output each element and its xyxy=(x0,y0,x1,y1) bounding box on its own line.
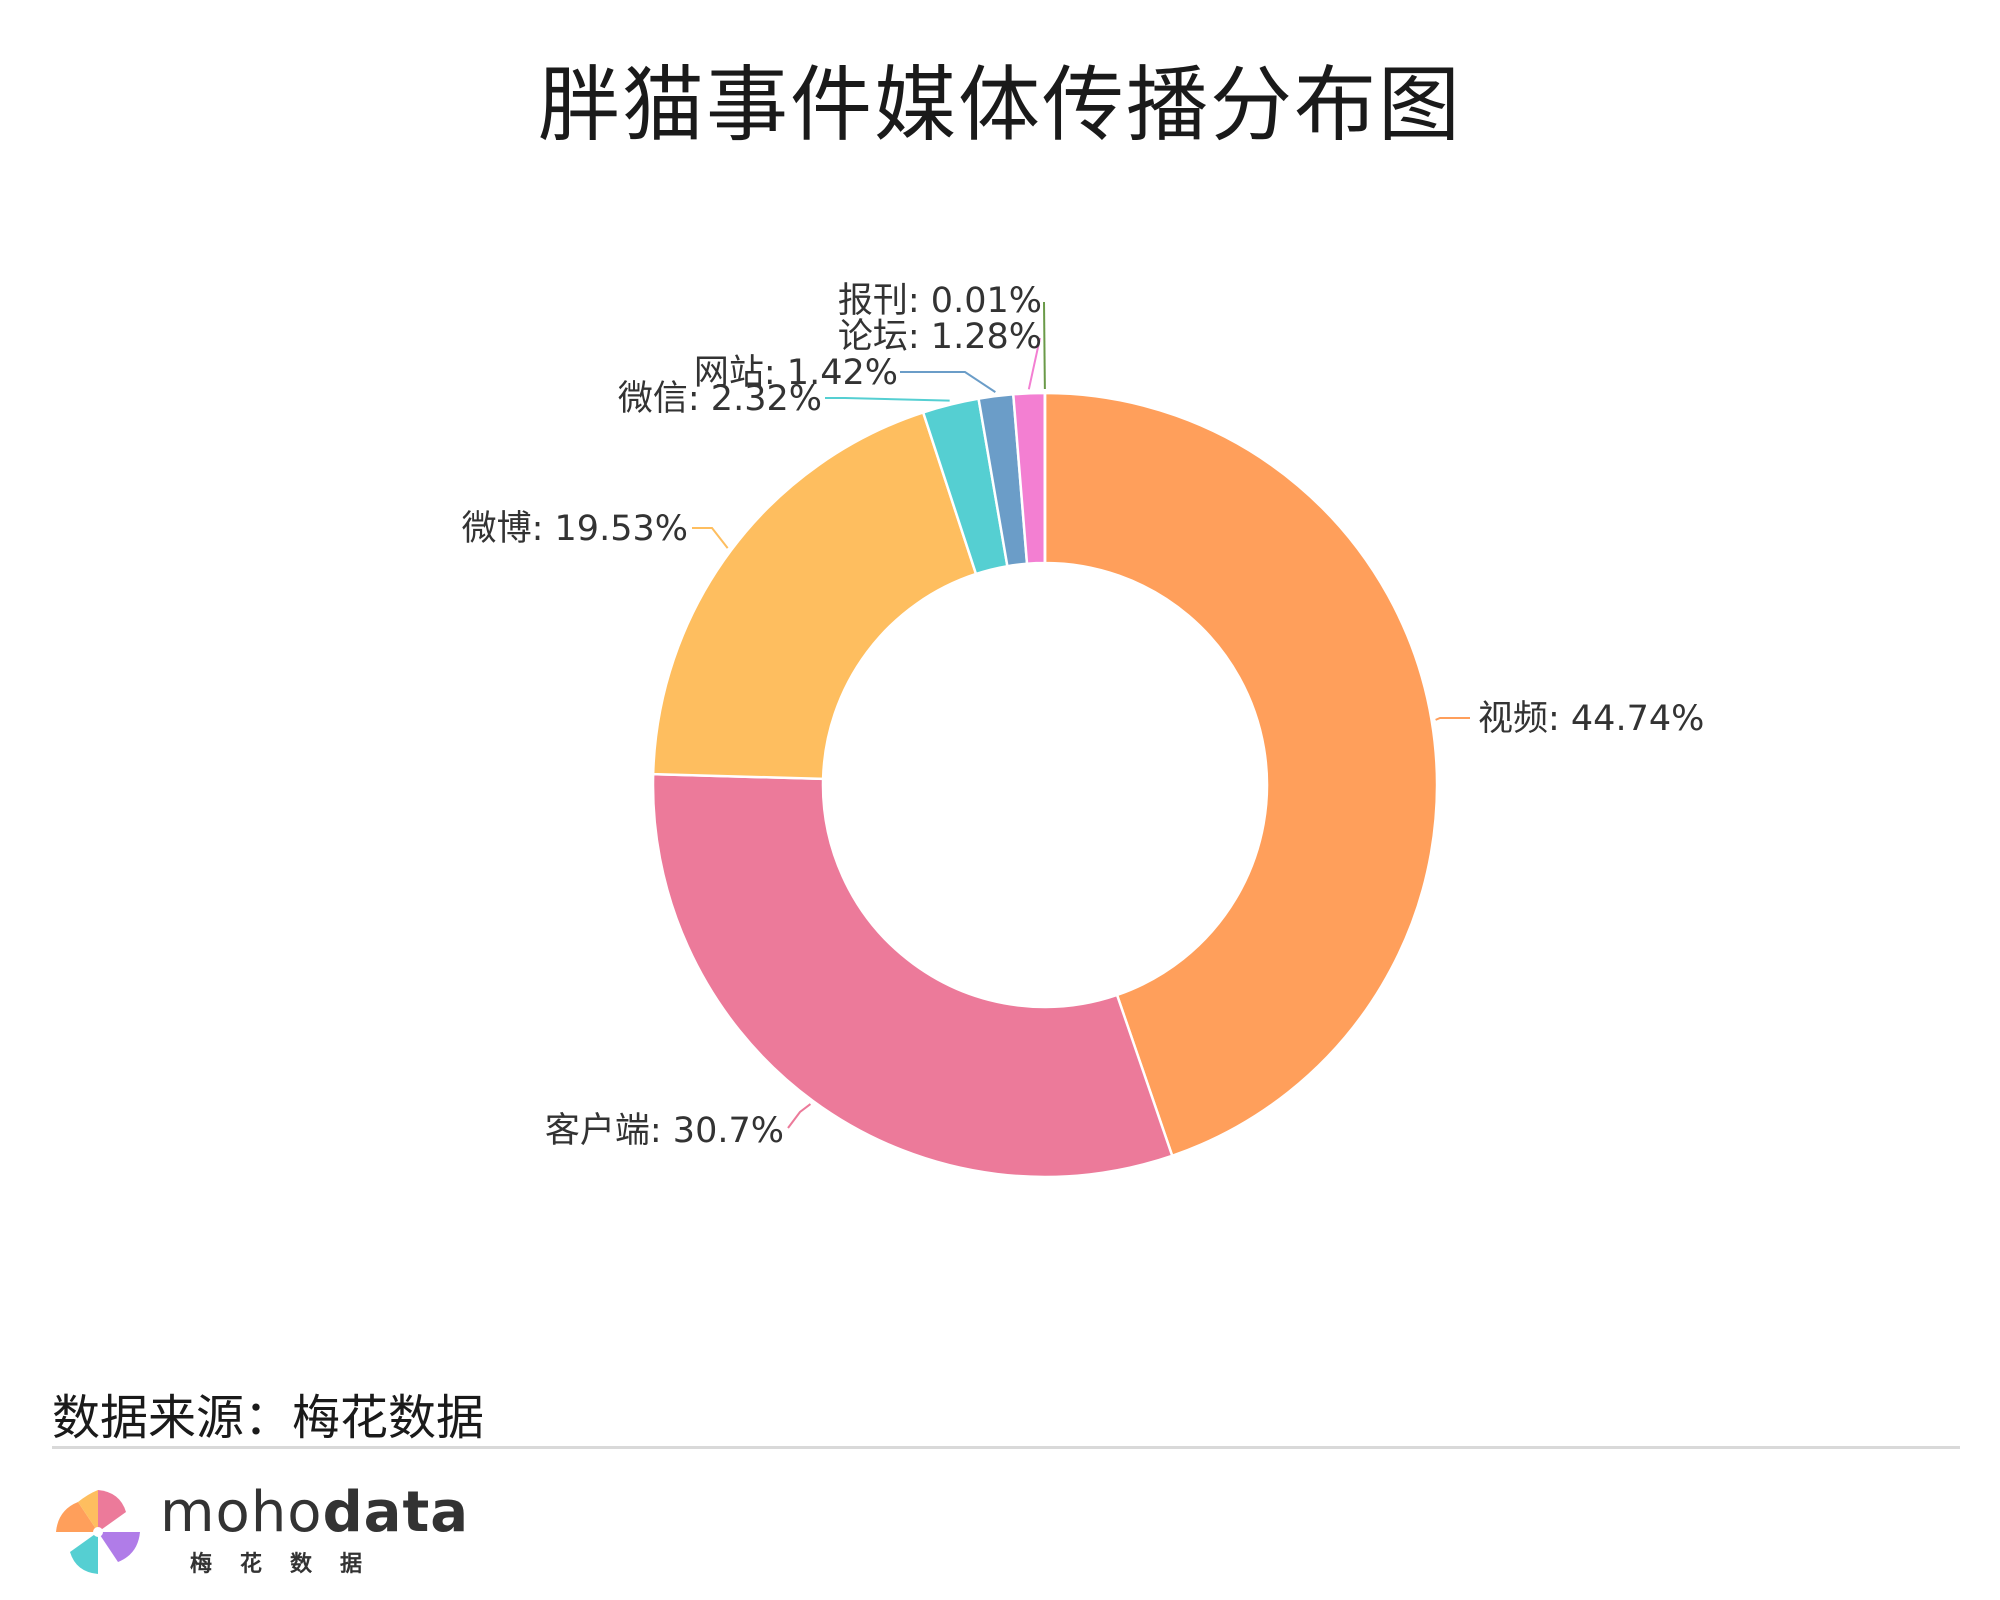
slice-labels: 视频: 44.74% 客户端: 30.7% 微博: 19.53% 微信: 2.32%网… xyxy=(462,281,1705,1151)
leader-line-e5beaee58d9a xyxy=(692,527,729,549)
label-leader-lines xyxy=(692,301,1470,1129)
leader-line-e5beaee4bfa1 xyxy=(825,397,950,402)
brand-subtitle: 梅花数据 xyxy=(190,1552,391,1577)
slice-label-e8a786e9a291: 视频: 44.74% xyxy=(1478,699,1704,739)
leader-line-e8aebae59d9b xyxy=(1027,337,1041,390)
slice-label-e5aea2e688b7e7abaf: 客户端: 30.7% xyxy=(545,1111,784,1151)
slice-label-e7bd91e7ab99: 网站: 1.42% xyxy=(694,353,898,393)
footer-divider xyxy=(52,1446,1960,1449)
donut-slice-e5beaee58d9a xyxy=(651,410,978,781)
brand-wordmark: mohodata xyxy=(160,1480,469,1545)
brand-name-light: moho xyxy=(160,1480,323,1545)
donut-chart: 视频: 44.74% 客户端: 30.7% 微博: 19.53% 微信: 2.32%网… xyxy=(462,281,1705,1179)
leader-line-e7bd91e7ab99 xyxy=(900,371,996,393)
leader-line-e8a786e9a291 xyxy=(1435,717,1470,721)
donut-slices xyxy=(651,391,1439,1179)
chart-title: 胖猫事件媒体传播分布图 xyxy=(537,58,1462,153)
leader-line-e5aea2e688b7e7abaf xyxy=(787,1103,812,1129)
pinwheel-logo-icon xyxy=(56,1490,140,1574)
donut-slice-e5aea2e688b7e7abaf xyxy=(651,772,1174,1179)
leader-line-e68aa5e5888a xyxy=(1043,301,1046,390)
slice-label-e5beaee4bfa1: 微信: 2.32% xyxy=(618,379,822,419)
brand-name-bold: data xyxy=(322,1480,470,1545)
slice-label-e5beaee58d9a: 微博: 19.53% xyxy=(462,509,688,549)
donut-slice-e8a786e9a291 xyxy=(1043,391,1439,1158)
slice-label-e68aa5e5888a: 报刊: 0.01% xyxy=(838,281,1042,321)
slice-label-e8aebae59d9b: 论坛: 1.28% xyxy=(838,317,1042,357)
data-source-note: 数据来源：梅花数据 xyxy=(52,1390,485,1446)
